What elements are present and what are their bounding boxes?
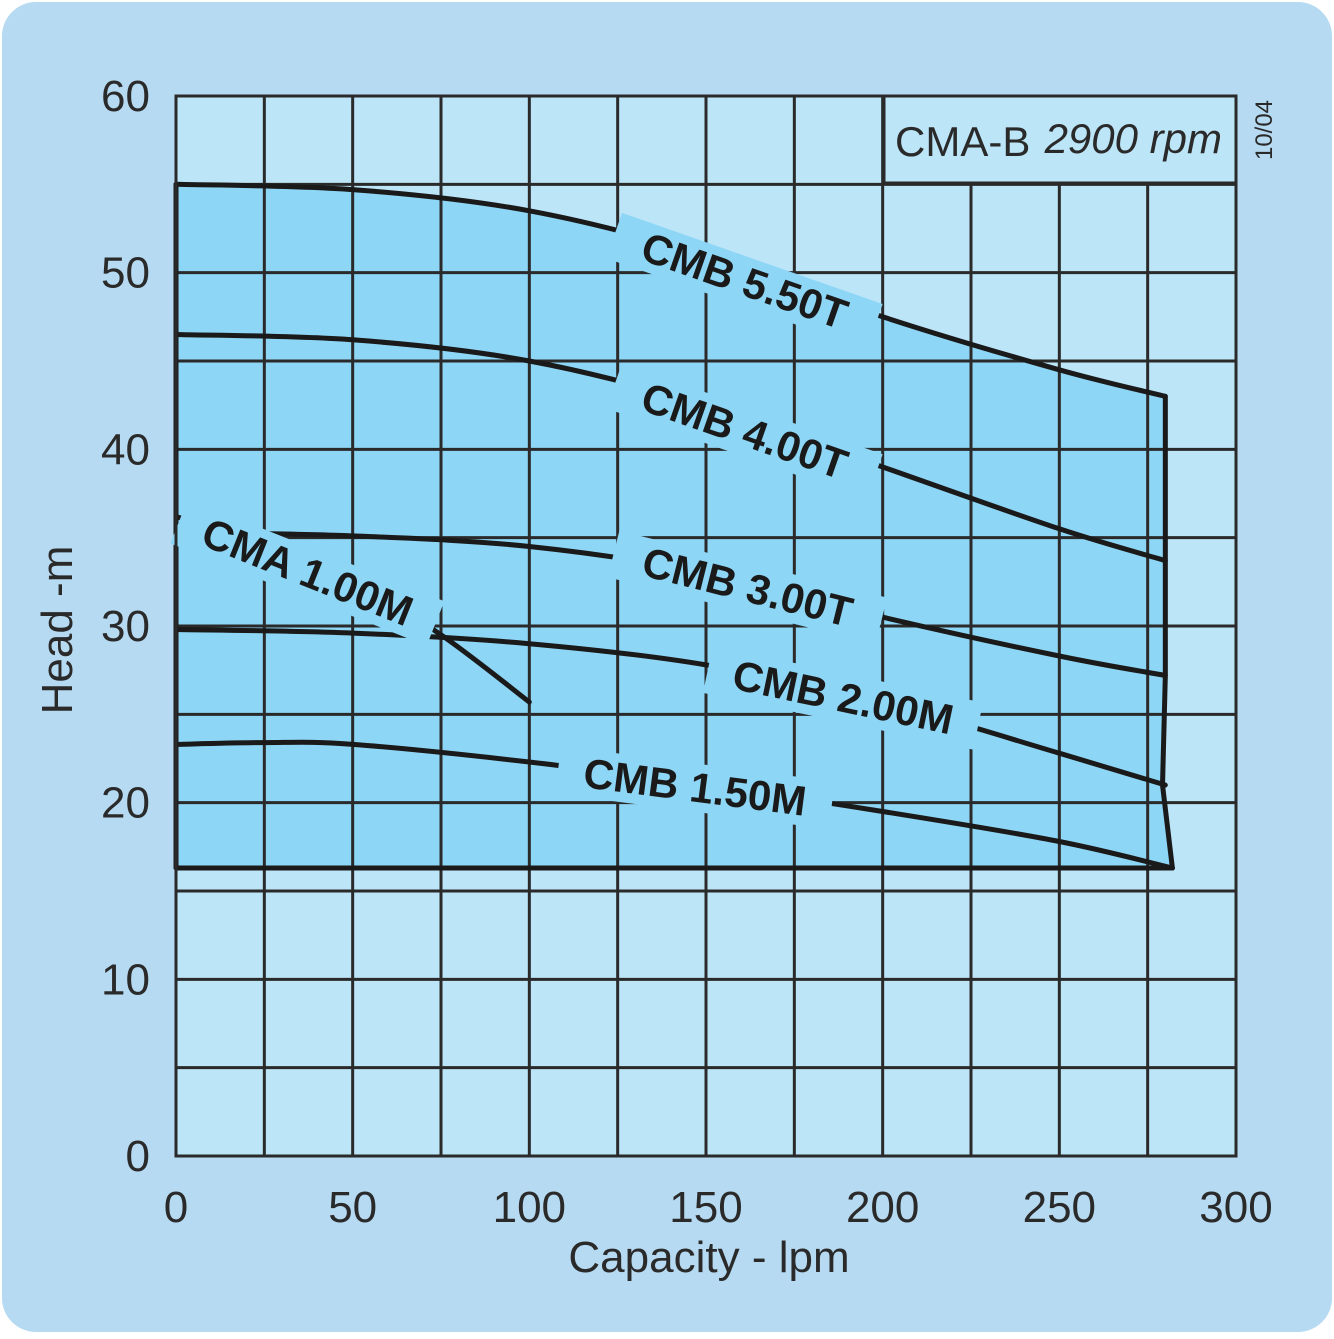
y-tick-label: 10	[101, 955, 150, 1004]
max-capacity-line	[1160, 393, 1175, 871]
curve-cmb-2-00m	[173, 627, 1168, 788]
y-axis-title: Head -m	[33, 546, 82, 715]
x-axis-title: Capacity - lpm	[568, 1233, 849, 1282]
x-tick-label: 200	[846, 1183, 919, 1232]
y-tick-label: 60	[101, 72, 150, 121]
plot-frame	[174, 94, 1238, 1158]
x-tick-label: 150	[669, 1183, 742, 1232]
title-box-mask	[884, 97, 1234, 183]
chart-title: CMA-B	[895, 118, 1030, 165]
x-tick-label: 250	[1023, 1183, 1096, 1232]
y-tick-label: 30	[101, 602, 150, 651]
grid-lines	[176, 96, 1236, 1156]
y-tick-label: 50	[101, 249, 150, 298]
label-backdrop	[170, 498, 445, 646]
label-backdrop	[606, 363, 883, 500]
x-tick-label: 300	[1199, 1183, 1272, 1232]
axis-tick-labels: 0 50 100 150 200 250 300 0 10 20 30 40 50 60	[101, 72, 1273, 1232]
label-backdrop	[554, 745, 835, 830]
y-tick-label: 20	[101, 779, 150, 828]
revision-code: 10/04	[1251, 100, 1278, 160]
x-tick-label: 100	[493, 1183, 566, 1232]
y-tick-label: 40	[101, 425, 150, 474]
x-tick-label: 50	[328, 1183, 377, 1232]
label-backdrop	[606, 212, 883, 350]
x-tick-label: 0	[164, 1183, 188, 1232]
label-backdrop	[607, 530, 888, 645]
chart-speed: 2900 rpm	[1044, 115, 1222, 162]
label-backdrop	[702, 645, 983, 750]
y-tick-label: 0	[126, 1132, 150, 1181]
